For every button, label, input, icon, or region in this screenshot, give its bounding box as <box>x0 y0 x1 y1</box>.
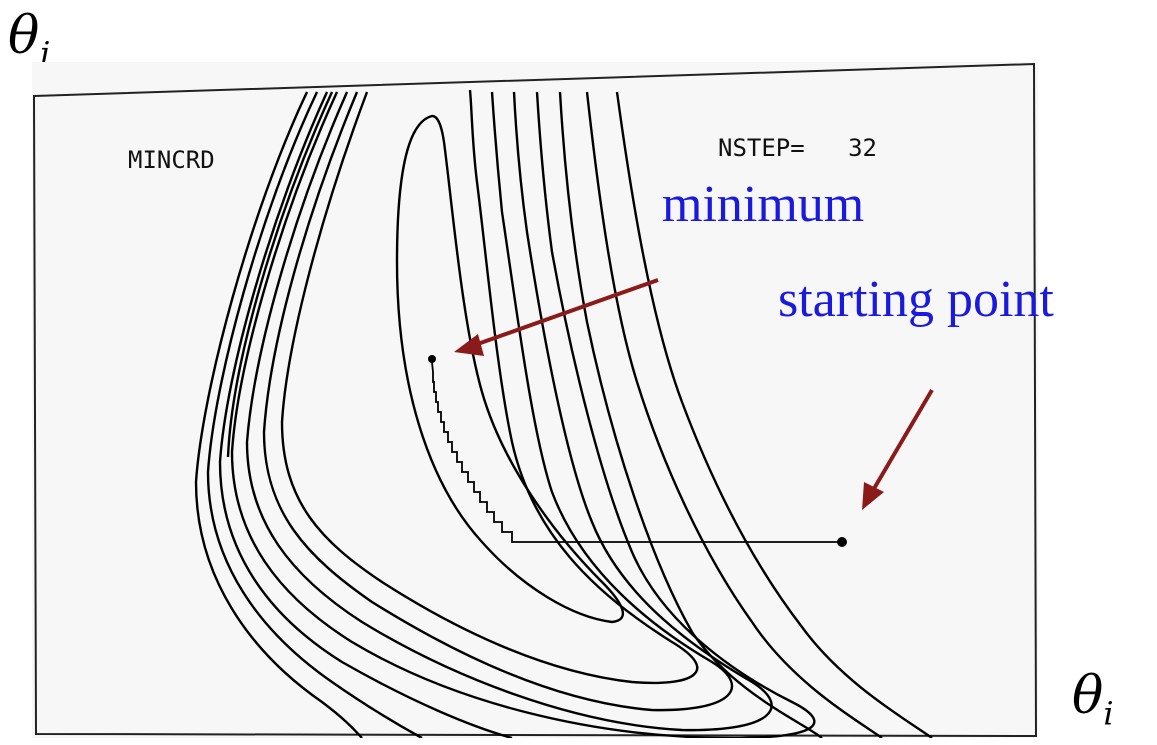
minimum-arrow-head <box>454 334 484 356</box>
start-arrow-line <box>870 388 934 494</box>
contour-8 <box>194 91 933 738</box>
plot-border <box>32 62 1038 738</box>
contour-6 <box>218 91 823 738</box>
starting-point-annotation: starting point <box>778 271 1054 328</box>
y-axis-label: θj <box>8 6 50 73</box>
plot-title: MINCRD <box>128 146 215 174</box>
annotation-arrows <box>454 278 934 510</box>
start-arrow-head <box>862 482 884 510</box>
contour-7 <box>206 91 883 738</box>
contour-plot <box>32 62 1038 738</box>
contour-4 <box>245 91 773 732</box>
contour-1 <box>395 114 624 624</box>
minimum-point <box>428 355 436 363</box>
path-zigzag <box>431 361 522 543</box>
contour-lines <box>194 89 933 738</box>
minimum-arrow-line <box>471 278 659 348</box>
minimum-annotation: minimum <box>662 176 865 233</box>
descent-path <box>431 361 842 543</box>
contour-9 <box>226 91 334 458</box>
contour-2 <box>280 89 699 685</box>
step-counter: NSTEP= 32 <box>718 134 877 162</box>
x-axis-label: θi <box>1072 666 1114 733</box>
step-value: 32 <box>848 134 877 162</box>
contour-plot-frame: MINCRD NSTEP= 32 <box>32 62 1038 738</box>
starting-point <box>837 537 847 547</box>
contour-5 <box>230 91 816 738</box>
step-label: NSTEP= <box>718 134 805 162</box>
